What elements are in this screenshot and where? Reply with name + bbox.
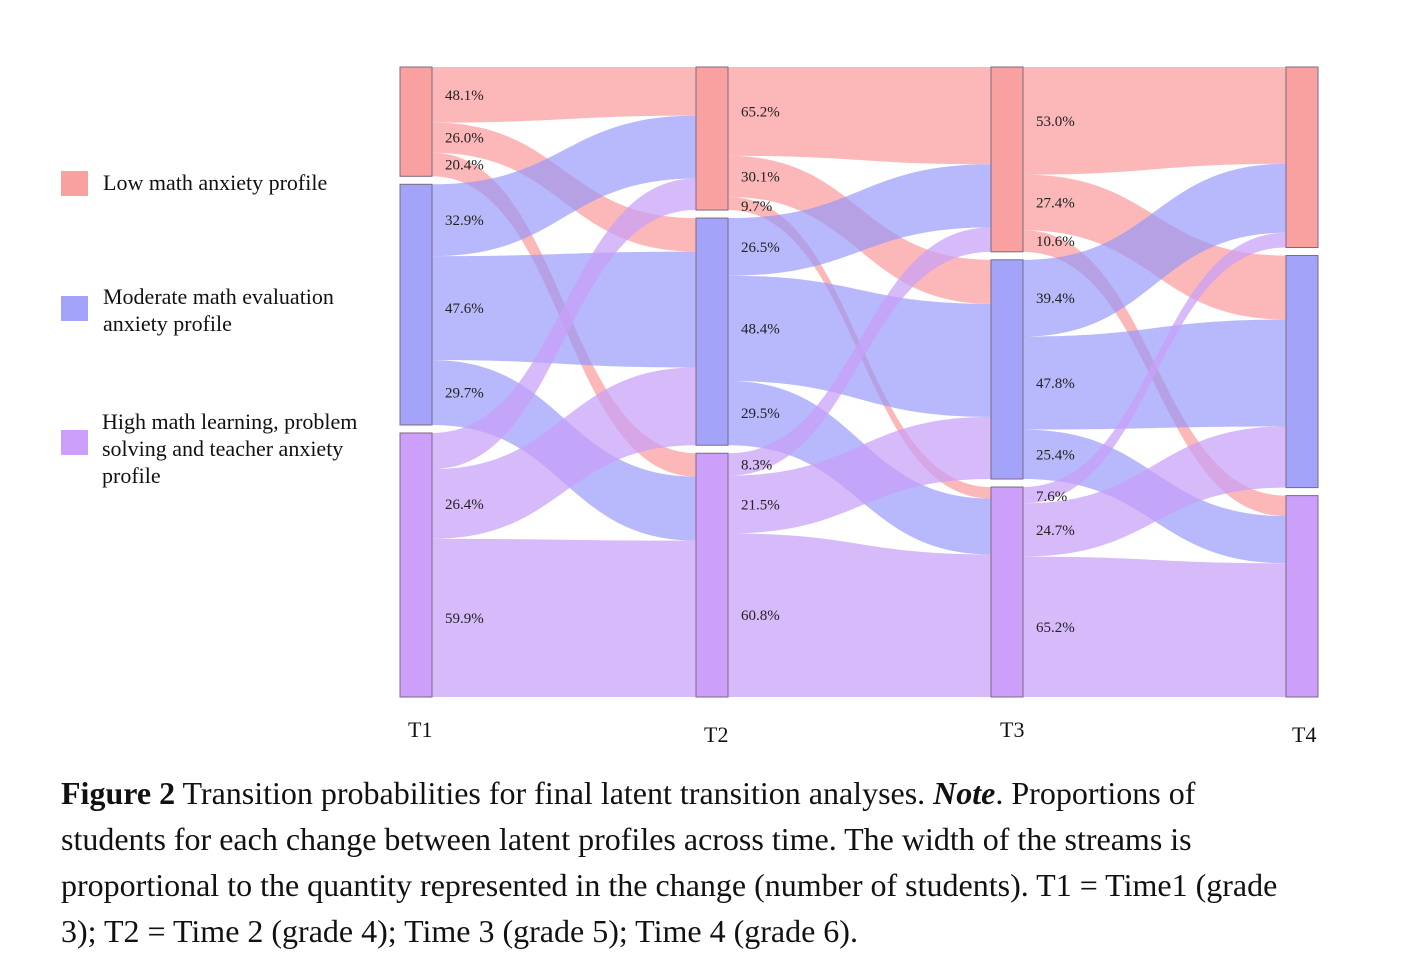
flow-T1-high-to-high bbox=[432, 538, 696, 697]
flow-percent-label: 30.1% bbox=[741, 169, 780, 185]
flow-T2-high-to-moderate bbox=[728, 416, 991, 534]
legend-label: Low math anxiety profile bbox=[103, 170, 328, 195]
node-T4-low bbox=[1285, 66, 1319, 249]
legend-swatch-moderate bbox=[61, 296, 88, 321]
flow-T1-high-to-moderate bbox=[432, 367, 696, 539]
flow-percent-label: 26.4% bbox=[445, 497, 484, 513]
node-T1-low bbox=[399, 66, 433, 177]
caption-note: Note bbox=[933, 775, 996, 811]
node-T3-low bbox=[990, 66, 1024, 253]
legend-label: Moderate math evaluation anxiety profile bbox=[103, 284, 334, 336]
flow-percent-label: 29.5% bbox=[741, 406, 780, 422]
node-T4-high bbox=[1285, 495, 1319, 698]
flow-percent-label: 21.5% bbox=[741, 497, 780, 513]
flow-percent-label: 59.9% bbox=[445, 611, 484, 627]
flow-percent-label: 32.9% bbox=[445, 213, 484, 229]
flow-T1-moderate-to-low bbox=[432, 115, 696, 257]
node-T1-moderate bbox=[399, 183, 433, 426]
node-T2-high bbox=[695, 452, 729, 698]
flow-T1-high-to-low bbox=[432, 178, 696, 470]
flow-percent-label: 65.2% bbox=[1036, 620, 1075, 636]
node-T2-low bbox=[695, 66, 729, 211]
flow-T2-moderate-to-low bbox=[728, 164, 991, 276]
flow-T3-low-to-low bbox=[1023, 67, 1286, 175]
time-label-t1: T1 bbox=[408, 717, 433, 742]
node-T2-moderate bbox=[695, 217, 729, 446]
legend-swatch-high bbox=[61, 430, 88, 455]
time-label-t4: T4 bbox=[1292, 722, 1317, 747]
node-T1-high bbox=[399, 432, 433, 698]
legend-item-low: Low math anxiety profile bbox=[61, 169, 373, 196]
caption-text-2: . Proportions of students for each chang… bbox=[61, 775, 1278, 949]
flow-T3-high-to-high bbox=[1023, 556, 1286, 697]
flow-T2-low-to-low bbox=[728, 67, 991, 165]
figure-caption: Figure 2 Transition probabilities for fi… bbox=[61, 770, 1301, 954]
flow-percent-label: 53.0% bbox=[1036, 114, 1075, 130]
legend-item-moderate: Moderate math evaluation anxiety profile bbox=[61, 283, 353, 337]
flow-percent-label: 60.8% bbox=[741, 608, 780, 624]
node-T3-moderate bbox=[990, 259, 1024, 480]
flow-T3-moderate-to-low bbox=[1023, 163, 1286, 337]
flow-percent-label: 47.6% bbox=[445, 301, 484, 317]
flow-T2-high-to-low bbox=[728, 227, 991, 476]
flow-percent-label: 29.7% bbox=[445, 386, 484, 402]
sankey-diagram: 48.1% 26.0% 20.4% 32.9% 47.6% 29.7% 26.4% 59.9%… bbox=[399, 66, 1319, 698]
flow-percent-label: 9.7% bbox=[741, 199, 772, 215]
legend-swatch-low bbox=[61, 171, 88, 196]
flow-percent-label: 20.4% bbox=[445, 157, 484, 173]
time-label-t3: T3 bbox=[1000, 717, 1025, 742]
flow-percent-label: 26.0% bbox=[445, 131, 484, 147]
legend-label: High math learning, problem solving and … bbox=[102, 409, 358, 488]
flow-percent-label: 47.8% bbox=[1036, 376, 1075, 392]
flow-percent-label: 8.3% bbox=[741, 457, 772, 473]
flow-percent-label: 48.4% bbox=[741, 321, 780, 337]
node-T3-high bbox=[990, 486, 1024, 698]
flow-percent-label: 25.4% bbox=[1036, 447, 1075, 463]
flow-percent-label: 27.4% bbox=[1036, 195, 1075, 211]
flow-percent-label: 10.6% bbox=[1036, 234, 1075, 250]
flow-percent-label: 48.1% bbox=[445, 88, 484, 104]
flow-percent-label: 39.4% bbox=[1036, 291, 1075, 307]
flow-percent-label: 65.2% bbox=[741, 104, 780, 120]
flow-T1-low-to-low bbox=[432, 67, 696, 123]
flow-T2-high-to-high bbox=[728, 533, 991, 697]
flow-T3-high-to-moderate bbox=[1023, 426, 1286, 557]
legend-item-high: High math learning, problem solving and … bbox=[61, 408, 372, 489]
node-T4-moderate bbox=[1285, 255, 1319, 489]
caption-text: Transition probabilities for final laten… bbox=[175, 775, 934, 811]
time-label-t2: T2 bbox=[704, 722, 729, 747]
flow-percent-label: 24.7% bbox=[1036, 523, 1075, 539]
caption-figure-number: Figure 2 bbox=[61, 775, 176, 811]
flow-T3-high-to-low bbox=[1023, 232, 1286, 504]
flow-percent-label: 26.5% bbox=[741, 240, 780, 256]
flow-percent-label: 7.6% bbox=[1036, 489, 1067, 505]
